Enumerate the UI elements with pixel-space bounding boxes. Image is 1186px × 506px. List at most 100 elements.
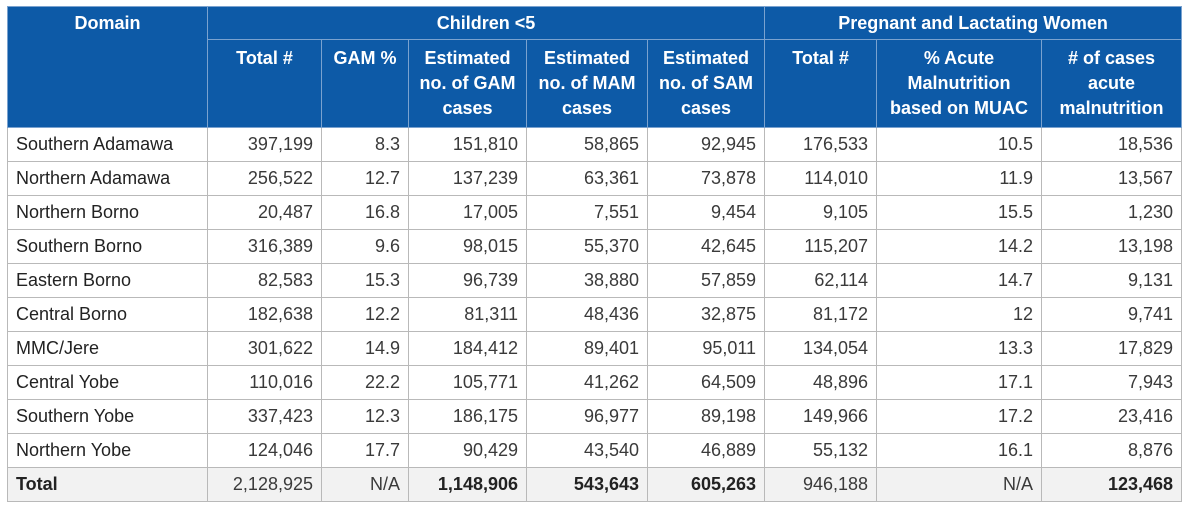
table-row: Eastern Borno 82,583 15.3 96,739 38,880 57,85… <box>7 263 1183 298</box>
children-total-cell: 256,522 <box>207 161 322 196</box>
gam-percent-cell: 15.3 <box>321 263 409 298</box>
total-row: Total 2,128,925 N/A 1,148,906 543,643 605,263… <box>7 467 1183 502</box>
domain-cell: Northern Borno <box>7 195 208 230</box>
acute-percent-cell: 15.5 <box>876 195 1043 230</box>
domain-cell: Northern Adamawa <box>7 161 208 196</box>
domain-cell: Southern Yobe <box>7 399 208 434</box>
acute-percent-cell: 14.7 <box>876 263 1043 298</box>
children-total-cell: 124,046 <box>207 433 322 468</box>
children-total-cell: 182,638 <box>207 297 322 332</box>
header-plw-group: Pregnant and Lactating Women <box>764 6 1183 40</box>
gam-percent-cell: 12.2 <box>321 297 409 332</box>
plw-total-cell: 134,054 <box>764 331 878 366</box>
est-sam-cell: 95,011 <box>646 331 766 366</box>
header-plw-total: Total # <box>764 39 878 128</box>
est-sam-cell: 64,509 <box>646 365 766 400</box>
est-sam-cell: 73,878 <box>646 161 766 196</box>
acute-cases-cell: 17,829 <box>1041 331 1183 366</box>
est-mam-cell: 41,262 <box>526 365 648 400</box>
acute-cases-cell: 18,536 <box>1041 127 1183 162</box>
plw-total-cell: 55,132 <box>764 433 878 468</box>
acute-percent-cell: 13.3 <box>876 331 1043 366</box>
acute-cases-cell: 1,230 <box>1041 195 1183 230</box>
table-row: Northern Adamawa 256,522 12.7 137,239 63,361… <box>7 161 1183 196</box>
header-children-group: Children <5 <box>206 6 766 40</box>
children-total-cell: 397,199 <box>207 127 322 162</box>
est-sam-cell: 9,454 <box>646 195 766 230</box>
est-gam-cell: 17,005 <box>408 195 527 230</box>
gam-percent-cell: 22.2 <box>321 365 409 400</box>
acute-percent-cell: 16.1 <box>876 433 1043 468</box>
children-total-cell: 82,583 <box>207 263 322 298</box>
est-sam-cell: 42,645 <box>646 229 766 264</box>
acute-cases-cell: 9,741 <box>1041 297 1183 332</box>
total-plw-total-cell: 946,188 <box>764 467 878 502</box>
header-gam-percent: GAM % <box>321 39 409 128</box>
children-total-cell: 110,016 <box>207 365 322 400</box>
header-acute-cases: # of cases acute malnutrition <box>1041 39 1183 128</box>
est-mam-cell: 96,977 <box>526 399 648 434</box>
total-est-gam-cell: 1,148,906 <box>408 467 527 502</box>
est-gam-cell: 105,771 <box>408 365 527 400</box>
acute-cases-cell: 8,876 <box>1041 433 1183 468</box>
est-gam-cell: 186,175 <box>408 399 527 434</box>
est-gam-cell: 98,015 <box>408 229 527 264</box>
acute-percent-cell: 14.2 <box>876 229 1043 264</box>
est-mam-cell: 55,370 <box>526 229 648 264</box>
total-est-sam-cell: 605,263 <box>646 467 766 502</box>
acute-cases-cell: 23,416 <box>1041 399 1183 434</box>
malnutrition-table: Domain Children <5 Pregnant and Lactatin… <box>7 6 1183 502</box>
table-row: MMC/Jere 301,622 14.9 184,412 89,401 95,011 13… <box>7 331 1183 366</box>
header-est-mam: Estimated no. of MAM cases <box>526 39 648 128</box>
acute-cases-cell: 13,567 <box>1041 161 1183 196</box>
est-sam-cell: 89,198 <box>646 399 766 434</box>
total-acute-percent-cell: N/A <box>876 467 1043 502</box>
table-row: Southern Borno 316,389 9.6 98,015 55,370 42,6… <box>7 229 1183 264</box>
header-children-total: Total # <box>207 39 322 128</box>
plw-total-cell: 62,114 <box>764 263 878 298</box>
acute-percent-cell: 11.9 <box>876 161 1043 196</box>
gam-percent-cell: 16.8 <box>321 195 409 230</box>
domain-cell: Eastern Borno <box>7 263 208 298</box>
plw-total-cell: 114,010 <box>764 161 878 196</box>
est-gam-cell: 184,412 <box>408 331 527 366</box>
header-est-gam: Estimated no. of GAM cases <box>408 39 527 128</box>
est-gam-cell: 96,739 <box>408 263 527 298</box>
gam-percent-cell: 9.6 <box>321 229 409 264</box>
est-mam-cell: 58,865 <box>526 127 648 162</box>
plw-total-cell: 48,896 <box>764 365 878 400</box>
total-gam-percent-cell: N/A <box>321 467 409 502</box>
est-sam-cell: 57,859 <box>646 263 766 298</box>
table-row: Southern Adamawa 397,199 8.3 151,810 58,865 9… <box>7 127 1183 162</box>
acute-cases-cell: 9,131 <box>1041 263 1183 298</box>
plw-total-cell: 9,105 <box>764 195 878 230</box>
children-total-cell: 316,389 <box>207 229 322 264</box>
est-mam-cell: 7,551 <box>526 195 648 230</box>
est-mam-cell: 48,436 <box>526 297 648 332</box>
header-domain: Domain <box>7 6 208 128</box>
table-row: Central Yobe 110,016 22.2 105,771 41,262 64,5… <box>7 365 1183 400</box>
est-sam-cell: 46,889 <box>646 433 766 468</box>
est-gam-cell: 151,810 <box>408 127 527 162</box>
acute-cases-cell: 7,943 <box>1041 365 1183 400</box>
est-gam-cell: 137,239 <box>408 161 527 196</box>
domain-cell: Central Borno <box>7 297 208 332</box>
children-total-cell: 301,622 <box>207 331 322 366</box>
children-total-cell: 337,423 <box>207 399 322 434</box>
table-row: Northern Yobe 124,046 17.7 90,429 43,540 46,8… <box>7 433 1183 468</box>
plw-total-cell: 115,207 <box>764 229 878 264</box>
gam-percent-cell: 12.7 <box>321 161 409 196</box>
table-row: Southern Yobe 337,423 12.3 186,175 96,977 89,… <box>7 399 1183 434</box>
plw-total-cell: 81,172 <box>764 297 878 332</box>
est-sam-cell: 92,945 <box>646 127 766 162</box>
gam-percent-cell: 17.7 <box>321 433 409 468</box>
total-est-mam-cell: 543,643 <box>526 467 648 502</box>
acute-percent-cell: 10.5 <box>876 127 1043 162</box>
est-gam-cell: 81,311 <box>408 297 527 332</box>
children-total-cell: 20,487 <box>207 195 322 230</box>
total-children-total-cell: 2,128,925 <box>207 467 322 502</box>
est-sam-cell: 32,875 <box>646 297 766 332</box>
domain-cell: Southern Borno <box>7 229 208 264</box>
gam-percent-cell: 8.3 <box>321 127 409 162</box>
acute-percent-cell: 12 <box>876 297 1043 332</box>
